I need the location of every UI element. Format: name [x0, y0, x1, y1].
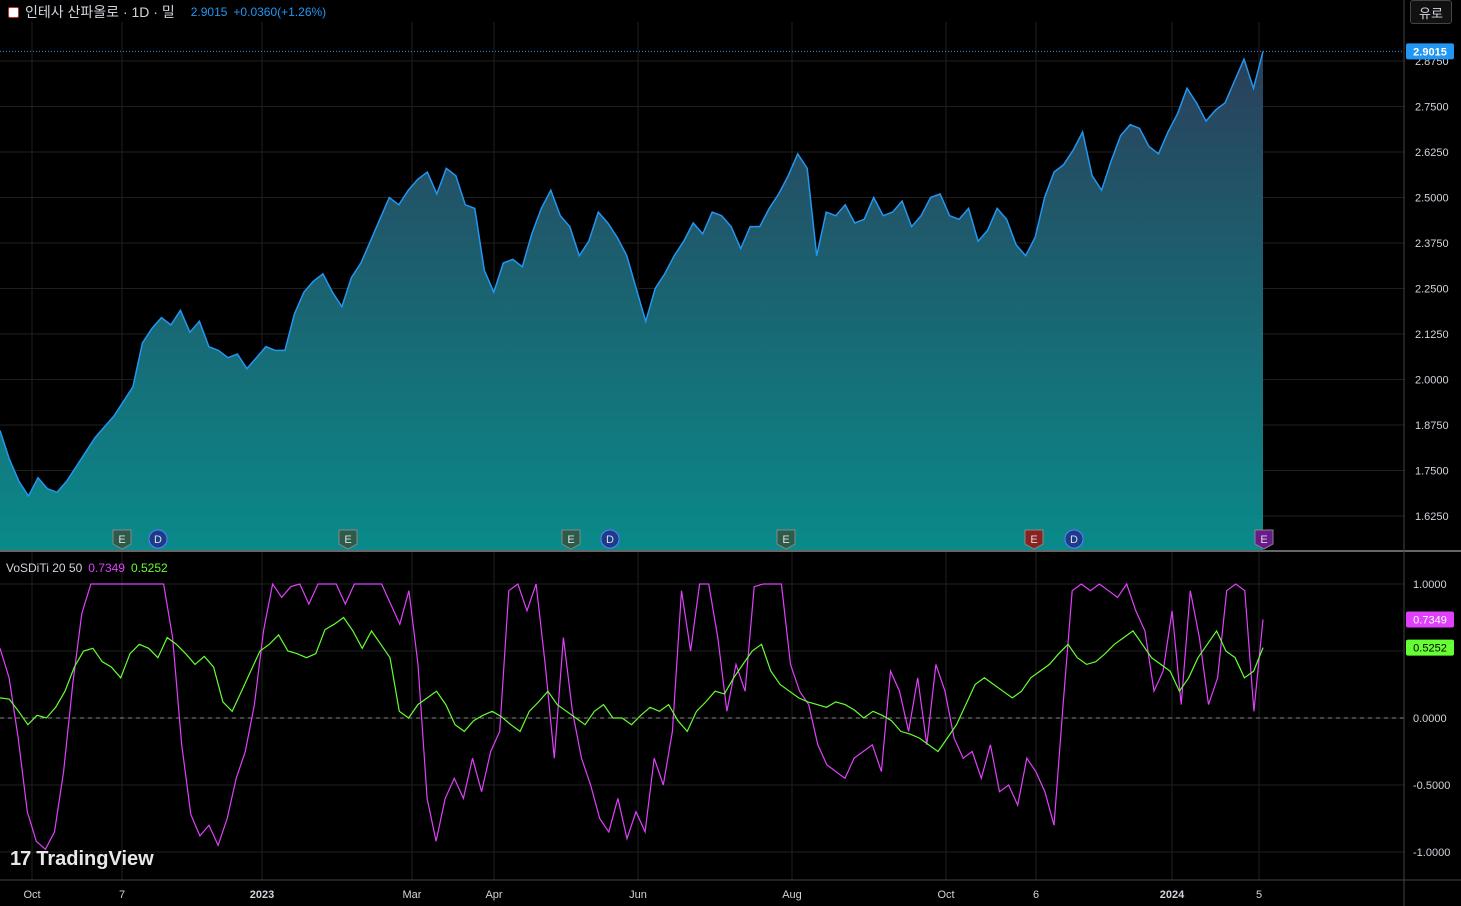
price-axis-tick: 2.2500 — [1415, 284, 1449, 296]
symbol-title[interactable]: 인테사 산파올로 · 1D · 밀 — [25, 4, 175, 20]
event-marker[interactable]: D — [148, 529, 168, 549]
price-change: +0.0360(+1.26%) — [233, 5, 327, 19]
price-axis-tick: 2.0000 — [1415, 375, 1449, 387]
earnings-marker-icon[interactable] — [1024, 529, 1044, 550]
time-axis-tick: Oct — [937, 889, 954, 901]
indicator-series-line-2[interactable] — [0, 616, 1264, 753]
indicator-value-tag-bg — [1406, 639, 1454, 656]
dividend-marker-icon[interactable] — [148, 529, 168, 549]
price-area-fill — [0, 51, 1263, 551]
price-axis-tick: 2.1250 — [1415, 329, 1449, 341]
indicator-axis-tick: 0.0000 — [1413, 713, 1447, 725]
earnings-marker-icon[interactable] — [776, 529, 796, 550]
time-axis-tick: Oct — [23, 889, 40, 901]
time-axis-tick: 2023 — [250, 889, 274, 901]
event-marker-label: E — [567, 534, 574, 546]
earnings-marker-icon[interactable] — [112, 529, 132, 550]
indicator-value-tag-label: 0.7349 — [1413, 615, 1447, 627]
earnings-marker-icon[interactable] — [561, 529, 581, 550]
event-marker-label: D — [154, 534, 162, 546]
price-axis-tick: 2.3750 — [1415, 238, 1449, 250]
earnings-marker-icon[interactable] — [1254, 529, 1274, 550]
time-axis-tick: 2024 — [1160, 889, 1185, 901]
price-axis-tick: 2.7500 — [1415, 102, 1449, 114]
price-axis-tick: 2.5000 — [1415, 193, 1449, 205]
indicator-value-2: 0.5252 — [130, 561, 168, 575]
symbol-flag-icon — [8, 6, 19, 18]
indicator-value-1: 0.7349 — [88, 561, 125, 575]
event-marker-label: E — [118, 534, 125, 546]
price-axis-tick: 2.6250 — [1415, 147, 1449, 159]
last-price-tag-label: 2.9015 — [1413, 46, 1447, 58]
time-axis-tick: 6 — [1033, 889, 1039, 901]
last-price: 2.9015 — [190, 5, 228, 19]
tradingview-logo-icon: 17 — [10, 848, 31, 870]
event-marker[interactable]: D — [1064, 529, 1084, 549]
event-marker[interactable]: E — [112, 529, 132, 550]
price-axis-tick: 1.8750 — [1415, 420, 1449, 432]
time-axis-tick: Jun — [629, 889, 647, 901]
event-marker[interactable]: E — [1254, 529, 1274, 550]
indicator-value-tag-label: 0.5252 — [1413, 643, 1447, 655]
event-marker[interactable]: E — [338, 529, 358, 550]
time-axis-tick: Mar — [403, 889, 422, 901]
chart-header: 인테사 산파올로 · 1D · 밀 2.9015 +0.0360(+1.26%) — [8, 3, 326, 21]
indicator-value-tag-1: 0.7349 — [1406, 611, 1454, 628]
price-axis-tick: 1.6250 — [1415, 511, 1449, 523]
indicator-axis-tick: -0.5000 — [1413, 780, 1450, 792]
last-price-tag: 2.9015 — [1406, 43, 1454, 60]
last-price-tag-bg — [1406, 43, 1454, 60]
event-marker-label: D — [1070, 534, 1078, 546]
tradingview-logo[interactable]: 17 TradingView — [10, 848, 154, 871]
indicator-value-tag-2: 0.5252 — [1406, 639, 1454, 656]
time-axis[interactable]: Oct 7 2023 Mar Apr Jun Aug Oct 6 2024 5 — [23, 889, 1262, 901]
event-marker-label: D — [606, 534, 614, 546]
event-marker-label: E — [782, 534, 789, 546]
dividend-marker-icon[interactable] — [1064, 529, 1084, 549]
tradingview-logo-text: TradingView — [36, 848, 154, 870]
time-axis-tick: Apr — [485, 889, 502, 901]
event-marker-label: E — [1030, 534, 1037, 546]
currency-unit-button[interactable]: 유로 — [1410, 0, 1452, 24]
indicator-value-tag-bg — [1406, 611, 1454, 628]
price-line[interactable] — [0, 51, 1264, 498]
event-marker[interactable]: D — [600, 529, 620, 549]
earnings-marker-icon[interactable] — [338, 529, 358, 550]
dividend-marker-icon[interactable] — [600, 529, 620, 549]
event-marker-label: E — [344, 534, 351, 546]
indicator-header: VoSDiTi 20 50 0.7349 0.5252 — [6, 561, 168, 575]
event-marker-label: E — [1260, 534, 1267, 546]
event-marker[interactable]: E — [561, 529, 581, 550]
indicator-name[interactable]: VoSDiTi 20 50 — [6, 561, 83, 575]
event-marker[interactable]: E — [1024, 529, 1044, 550]
indicator-axis-tick: 1.0000 — [1413, 579, 1447, 591]
time-axis-tick: 7 — [119, 889, 125, 901]
indicator-series-line-1[interactable] — [0, 582, 1264, 851]
time-axis-tick: 5 — [1256, 889, 1262, 901]
time-axis-tick: Aug — [782, 889, 802, 901]
indicator-axis-tick: -1.0000 — [1413, 847, 1450, 859]
event-marker[interactable]: E — [776, 529, 796, 550]
price-axis-tick: 1.7500 — [1415, 466, 1449, 478]
